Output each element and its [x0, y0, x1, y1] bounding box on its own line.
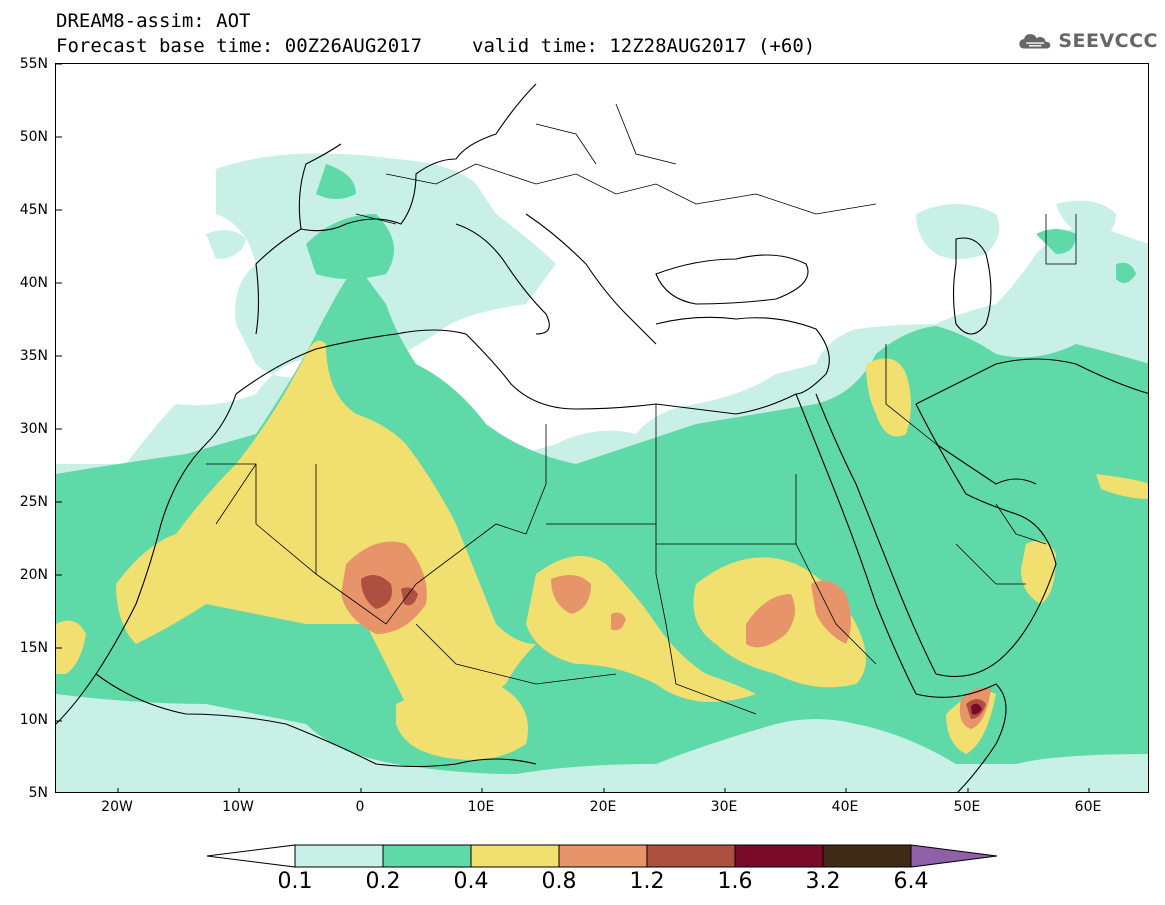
colorbar-segment	[646, 844, 736, 868]
lon-label: 0	[355, 799, 365, 815]
lat-label: 30N	[19, 421, 48, 437]
coastlines	[56, 83, 1148, 792]
lon-label: 10E	[467, 799, 495, 815]
colorbar-label: 0.1	[277, 869, 313, 894]
lon-label: 20E	[589, 799, 617, 815]
forecast-base-time: Forecast base time: 00Z26AUG2017	[56, 35, 423, 57]
colorbar-segment-over	[910, 844, 998, 868]
map-area	[55, 63, 1149, 793]
map-title: DREAM8-assim: AOT	[56, 10, 251, 32]
colorbar-segment-under	[206, 844, 296, 868]
lon-label: 10W	[222, 799, 254, 815]
lat-label: 25N	[19, 494, 48, 510]
lat-label: 5N	[28, 785, 48, 801]
forecast-times: Forecast base time: 00Z26AUG2017 valid ti…	[56, 35, 815, 57]
lat-label: 10N	[19, 712, 48, 728]
aot-map	[56, 64, 1148, 792]
lon-label: 60E	[1074, 799, 1102, 815]
lat-label: 35N	[19, 348, 48, 364]
colorbar-label: 1.6	[717, 869, 753, 894]
logo-text: SEEVCCC	[1058, 30, 1158, 52]
colorbar-label: 6.4	[893, 869, 929, 894]
colorbar-segment	[382, 844, 472, 868]
colorbar-segment	[294, 844, 384, 868]
axis-ticks	[56, 64, 1090, 792]
colorbar-segment	[558, 844, 648, 868]
lat-label: 55N	[19, 56, 48, 72]
lat-label: 50N	[19, 129, 48, 145]
colorbar-label: 0.8	[541, 869, 577, 894]
lon-label: 50E	[953, 799, 981, 815]
colorbar-label: 0.4	[453, 869, 489, 894]
colorbar-label: 3.2	[805, 869, 841, 894]
aot-contour-1.6-3.2	[971, 703, 982, 715]
colorbar-segment	[822, 844, 912, 868]
valid-time: valid time: 12Z28AUG2017 (+60)	[472, 35, 816, 57]
lon-label: 40E	[831, 799, 859, 815]
aot-contour-1.2-1.6	[361, 575, 986, 719]
lat-label: 45N	[19, 202, 48, 218]
cloud-icon	[1019, 34, 1051, 49]
colorbar-label: 0.2	[365, 869, 401, 894]
lon-label: 30E	[710, 799, 738, 815]
lat-label: 20N	[19, 567, 48, 583]
lat-label: 15N	[19, 640, 48, 656]
aot-colorbar	[206, 844, 998, 868]
colorbar-label: 1.2	[629, 869, 665, 894]
colorbar-segment	[734, 844, 824, 868]
colorbar-segment	[470, 844, 560, 868]
seevccc-logo: SEEVCCC	[1018, 26, 1158, 56]
lon-label: 20W	[101, 799, 133, 815]
lat-label: 40N	[19, 275, 48, 291]
